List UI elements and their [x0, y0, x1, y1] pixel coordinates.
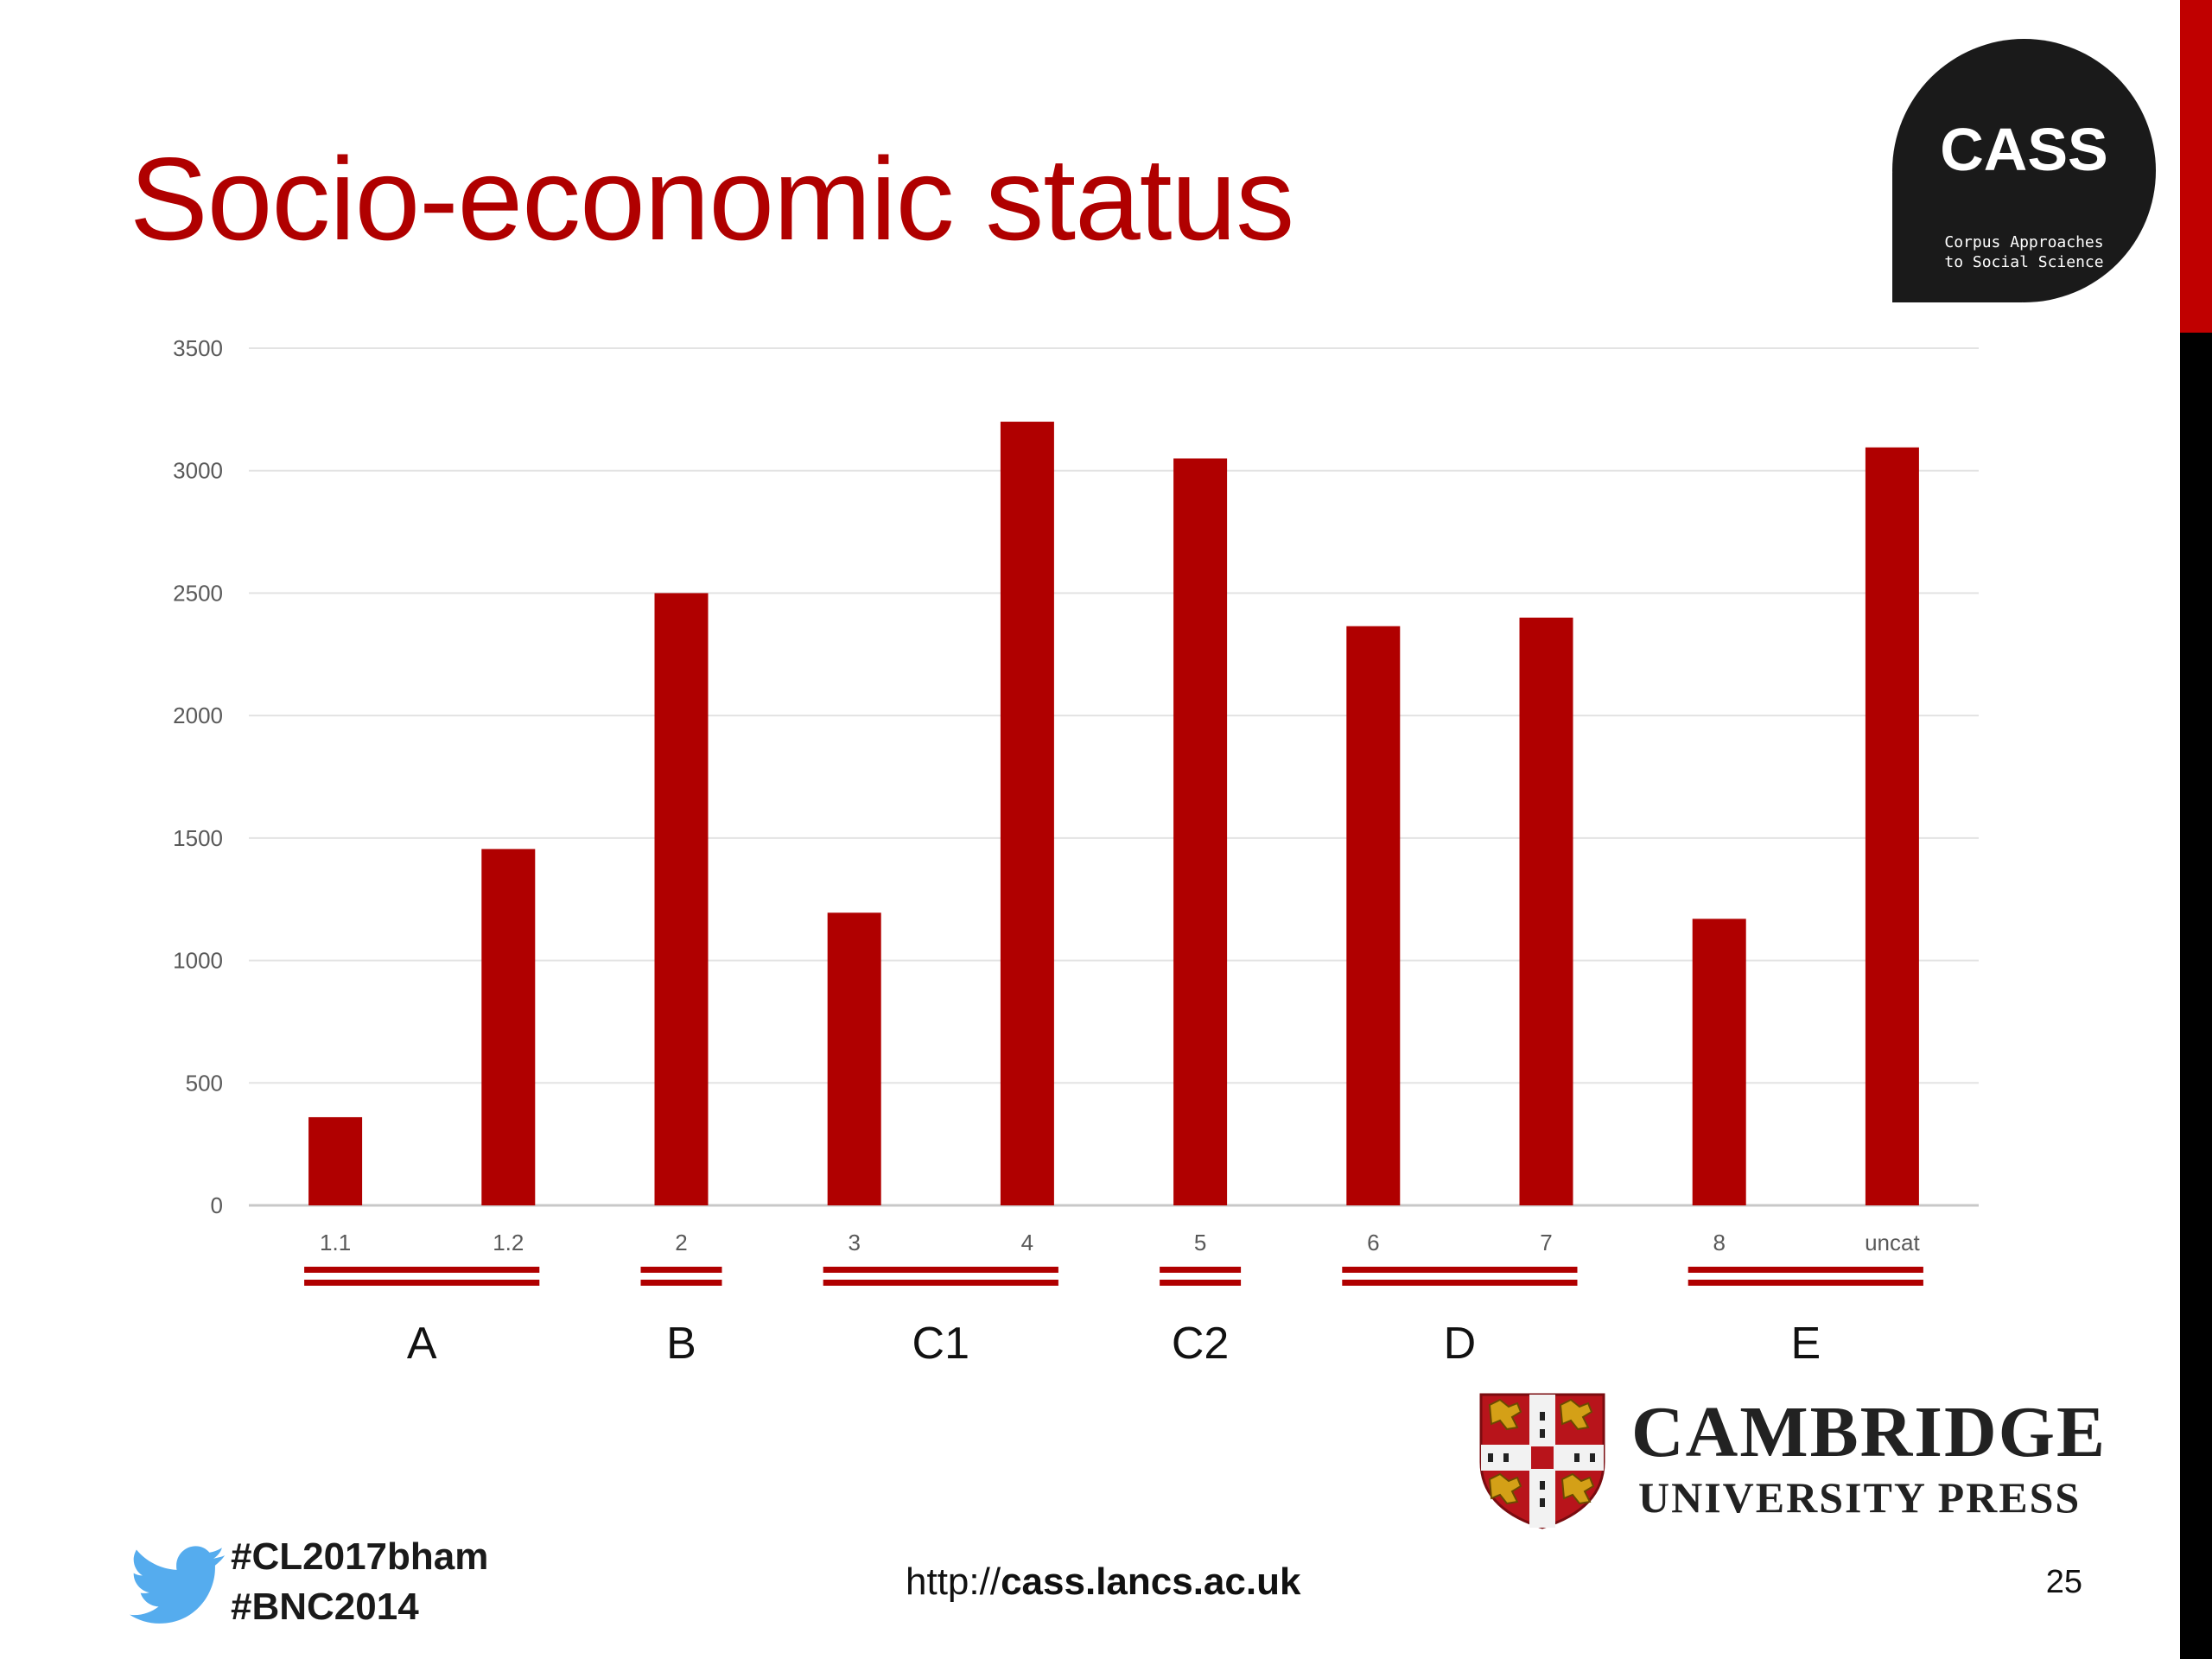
group-bracket-line-upper: [1342, 1267, 1578, 1273]
cambridge-name: CAMBRIDGE: [1631, 1392, 2107, 1472]
x-tick-label: 5: [1194, 1230, 1206, 1255]
group-bracket-line-lower: [823, 1280, 1058, 1286]
bar-1-1: [308, 1116, 363, 1205]
y-tick-label: 1500: [173, 825, 223, 851]
group-bracket-line-lower: [1688, 1280, 1923, 1286]
hashtag-corpus: #BNC2014: [231, 1586, 419, 1628]
x-tick-label: 8: [1713, 1230, 1725, 1255]
group-bracket-line-lower: [640, 1280, 722, 1286]
y-tick-label: 2000: [173, 702, 223, 728]
y-tick-label: 500: [186, 1070, 223, 1096]
x-tick-label: 1.1: [320, 1230, 351, 1255]
bar-8: [1692, 918, 1746, 1205]
url-host: cass.lancs.ac.uk: [1001, 1560, 1301, 1603]
url-prefix: http://: [906, 1560, 1001, 1603]
group-label-e: E: [1790, 1319, 1821, 1369]
cass-logo-corner: [1892, 173, 2022, 302]
y-tick-label: 1000: [173, 948, 223, 974]
cass-logo-subtitle-line1: Corpus Approaches: [1944, 233, 2104, 251]
y-tick-label: 3000: [173, 458, 223, 484]
group-bracket-line-upper: [304, 1267, 540, 1273]
group-label-c1: C1: [912, 1319, 969, 1369]
slide-title: Socio-economic status: [130, 133, 1294, 264]
cambridge-university-press-logo: CAMBRIDGE UNIVERSITY PRESS: [1478, 1391, 2152, 1529]
group-bracket-line-upper: [1160, 1267, 1242, 1273]
bar-1-2: [481, 849, 536, 1205]
group-label-d: D: [1444, 1319, 1477, 1369]
cass-logo-subtitle-line2: to Social Science: [1944, 253, 2104, 271]
x-tick-label: 6: [1367, 1230, 1379, 1255]
x-tick-label: 4: [1021, 1230, 1033, 1255]
cass-logo: CASS Corpus Approaches to Social Science: [1892, 39, 2156, 302]
group-bracket-line-upper: [823, 1267, 1058, 1273]
slide-number: 25: [2045, 1564, 2082, 1600]
y-tick-label: 0: [211, 1192, 223, 1218]
twitter-bird-icon: [130, 1546, 226, 1624]
edge-bar-upper: [2180, 0, 2212, 333]
x-tick-label: 1.2: [493, 1230, 524, 1255]
cass-logo-name: CASS: [1940, 116, 2108, 183]
group-label-b: B: [666, 1319, 696, 1369]
x-tick-label: 2: [675, 1230, 687, 1255]
x-tick-label: 3: [848, 1230, 860, 1255]
group-label-c2: C2: [1172, 1319, 1229, 1369]
group-bracket-line-upper: [1688, 1267, 1923, 1273]
university-press-subtitle: UNIVERSITY PRESS: [1638, 1473, 2082, 1522]
group-label-a: A: [407, 1319, 437, 1369]
bar-3: [827, 912, 881, 1205]
group-bracket-line-lower: [1342, 1280, 1578, 1286]
group-bracket-line-upper: [640, 1267, 722, 1273]
group-bracket-line-lower: [304, 1280, 540, 1286]
y-tick-label: 3500: [173, 335, 223, 361]
x-tick-label: uncat: [1865, 1230, 1920, 1255]
socio-economic-status-bar-chart: 0 500 1000 1500 2000 2500 3000 3500 1.1 1.2 2 3 4 5 6 7…: [173, 335, 1979, 1369]
bar-uncat: [1865, 447, 1919, 1205]
bar-4: [1000, 422, 1054, 1205]
bar-5: [1173, 458, 1228, 1205]
x-tick-label: 7: [1540, 1230, 1552, 1255]
group-bracket-line-lower: [1160, 1280, 1242, 1286]
hashtag-conference: #CL2017bham: [231, 1535, 489, 1578]
bar-6: [1346, 626, 1401, 1205]
y-tick-label: 2500: [173, 580, 223, 606]
bar-7: [1519, 617, 1573, 1205]
cambridge-crest-icon: [1479, 1393, 1605, 1529]
bar-2: [654, 593, 709, 1205]
footer-url[interactable]: http://cass.lancs.ac.uk: [906, 1560, 1300, 1605]
